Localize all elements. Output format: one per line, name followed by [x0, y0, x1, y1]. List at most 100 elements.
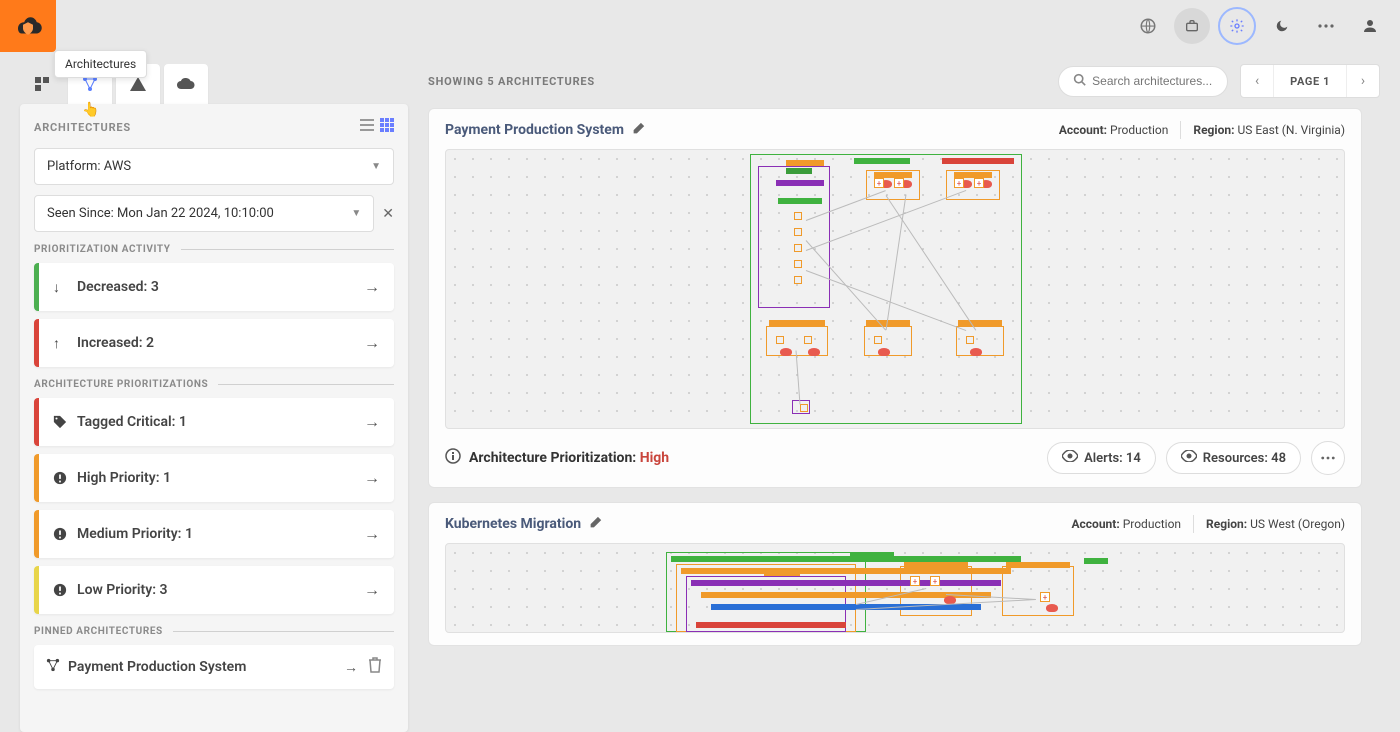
prioritization-label: Architecture Prioritization: High [469, 450, 669, 466]
settings-button[interactable] [1218, 7, 1256, 45]
diagram-bar [786, 168, 812, 174]
nodes-icon [46, 658, 60, 676]
theme-toggle[interactable] [1264, 8, 1300, 44]
moon-icon [1274, 18, 1290, 34]
resources-pill[interactable]: Resources: 48 [1166, 442, 1301, 474]
sidebar-panel: ARCHITECTURES Platform: AWS ▼ Seen Since… [20, 104, 408, 732]
next-page-button[interactable]: › [1347, 65, 1379, 97]
app-logo[interactable] [0, 0, 56, 52]
edit-button[interactable] [589, 516, 602, 533]
section-activity-header: PRIORITIZATION ACTIVITY [34, 244, 394, 255]
priority-card[interactable]: Tagged Critical: 1→ [34, 398, 394, 446]
diagram-plus: + [930, 576, 940, 586]
briefcase-button[interactable] [1174, 8, 1210, 44]
arrow-right-icon: → [364, 524, 380, 544]
top-actions [1130, 7, 1388, 45]
diagram-node [966, 336, 974, 344]
diagram-bar [778, 198, 822, 204]
top-bar [0, 0, 1400, 52]
search-input[interactable] [1092, 74, 1213, 88]
diagram-plus: + [910, 576, 920, 586]
diagram-bar [1006, 562, 1070, 568]
arrow-right-icon: → [364, 580, 380, 600]
diagram-bar [691, 580, 1001, 586]
diagram-plus: + [1040, 592, 1050, 602]
open-button[interactable]: → [344, 659, 358, 676]
priority-label: Low Priority: 3 [77, 582, 168, 598]
diagram-node [794, 276, 802, 284]
diagram-node [874, 336, 882, 344]
region-info: Region: US West (Oregon) [1206, 517, 1345, 531]
diagram-cloud [970, 348, 982, 356]
architecture-meta: Account: Production Region: US East (N. … [1059, 121, 1345, 139]
dots-icon [1318, 24, 1334, 28]
trend-icon: ↑ [53, 335, 69, 352]
clear-filter-button[interactable]: ✕ [382, 206, 394, 222]
diagram-bar [866, 320, 910, 326]
alerts-label: Alerts: 14 [1084, 451, 1141, 466]
user-button[interactable] [1352, 8, 1388, 44]
priority-label: High Priority: 1 [77, 470, 171, 486]
card-more-button[interactable] [1311, 441, 1345, 475]
warning-icon [129, 76, 147, 92]
diagram-bar [671, 556, 1021, 562]
activity-card[interactable]: ↑ Increased: 2 → [34, 319, 394, 367]
diagram-bar [681, 568, 1011, 574]
section-prioritizations-header: ARCHITECTURE PRIORITIZATIONS [34, 379, 394, 390]
alerts-pill[interactable]: Alerts: 14 [1047, 442, 1156, 474]
diagram-node [776, 336, 784, 344]
resources-label: Resources: 48 [1203, 451, 1286, 466]
architecture-diagram[interactable]: + + + [445, 543, 1345, 633]
globe-icon [1139, 17, 1157, 35]
search-icon [1073, 73, 1086, 90]
list-header: SHOWING 5 ARCHITECTURES ‹ PAGE 1 › [428, 64, 1380, 108]
activity-label: Increased: 2 [77, 335, 154, 351]
diagram-bar [958, 320, 1002, 326]
grid-view-toggle[interactable] [380, 118, 394, 136]
diagram-node [794, 244, 802, 252]
tab-cloud[interactable] [164, 64, 208, 104]
info-icon [445, 448, 461, 468]
platform-filter-label: Platform: AWS [47, 159, 131, 174]
priority-label: Tagged Critical: 1 [77, 414, 187, 430]
diagram-bar [854, 158, 910, 164]
activity-label: Decreased: 3 [77, 279, 159, 295]
architecture-meta: Account: Production Region: US West (Ore… [1071, 515, 1345, 533]
activity-card[interactable]: ↓Decreased: 3→ [34, 263, 394, 311]
more-button[interactable] [1308, 8, 1344, 44]
diagram-cloud [878, 348, 890, 356]
priority-card[interactable]: High Priority: 1→ [34, 454, 394, 502]
search-box[interactable] [1058, 66, 1228, 97]
diagram-node [794, 228, 802, 236]
view-toggle [360, 118, 394, 136]
priority-card[interactable]: Medium Priority: 1→ [34, 510, 394, 558]
excl-icon [53, 583, 69, 597]
list-icon [360, 118, 374, 132]
diagram-node [794, 212, 802, 220]
prev-page-button[interactable]: ‹ [1241, 65, 1273, 97]
list-view-toggle[interactable] [360, 118, 374, 136]
user-icon [1361, 17, 1379, 35]
diagram-bar [942, 158, 1014, 164]
diagram-node [800, 404, 808, 412]
diagram-box [1002, 566, 1074, 616]
seen-since-label: Seen Since: Mon Jan 22 2024, 10:10:00 [47, 206, 274, 221]
priority-card[interactable]: Low Priority: 3 → [34, 566, 394, 614]
seen-since-filter[interactable]: Seen Since: Mon Jan 22 2024, 10:10:00 ▼ [34, 195, 374, 232]
globe-button[interactable] [1130, 8, 1166, 44]
edit-button[interactable] [632, 122, 645, 139]
architectures-list[interactable]: Payment Production System Account: Produ… [428, 108, 1380, 732]
section-pinned-header: PINNED ARCHITECTURES [34, 626, 394, 637]
trend-icon: ↓ [53, 279, 69, 296]
platform-filter[interactable]: Platform: AWS ▼ [34, 148, 394, 185]
architecture-diagram[interactable]: ++++ [445, 149, 1345, 429]
eye-icon [1181, 450, 1197, 466]
delete-button[interactable] [368, 657, 382, 677]
pinned-label: Payment Production System [68, 659, 246, 675]
architecture-title: Payment Production System [445, 122, 624, 138]
diagram-node [794, 260, 802, 268]
gear-icon [1229, 18, 1245, 34]
arrow-right-icon: → [364, 333, 380, 353]
grid-icon [34, 76, 50, 92]
diagram-plus: + [894, 178, 904, 188]
